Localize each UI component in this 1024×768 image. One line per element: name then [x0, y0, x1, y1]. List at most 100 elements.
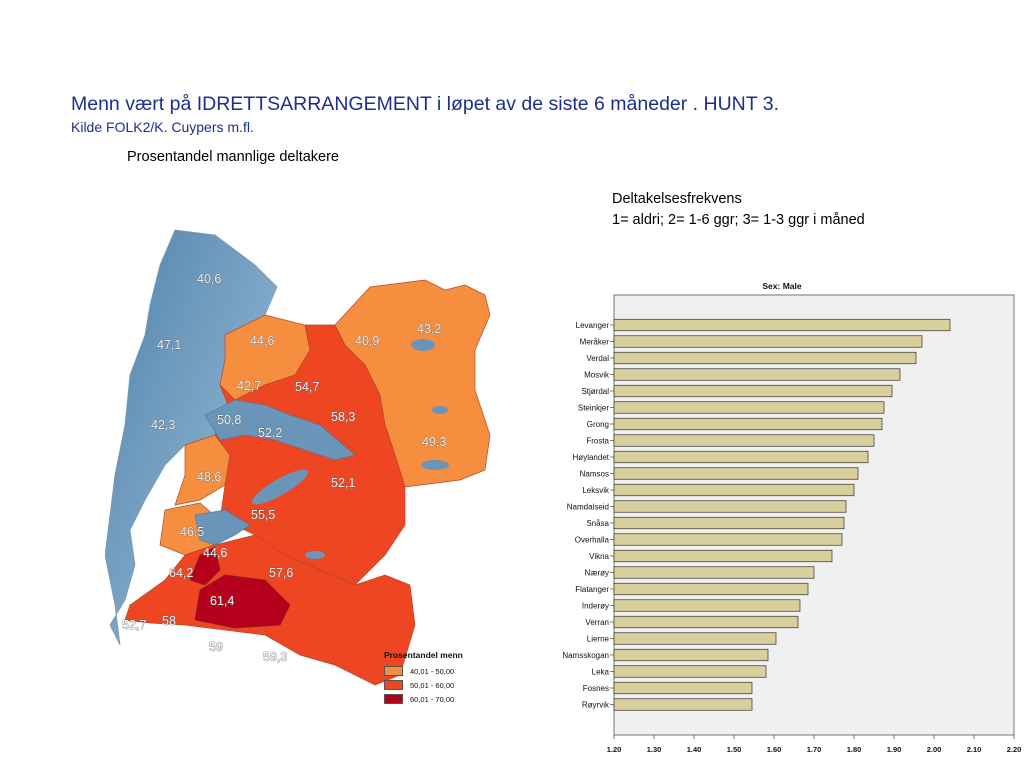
x-tick-label: 1.40 — [687, 745, 702, 754]
legend-swatch — [384, 680, 403, 690]
map-lake — [432, 406, 448, 414]
page-title: Menn vært på IDRETTSARRANGEMENT i løpet … — [71, 93, 779, 115]
x-tick-label: 1.20 — [607, 745, 622, 754]
source-line: Kilde FOLK2/K. Cuypers m.fl. — [71, 119, 254, 135]
map-region-darkred-2 — [194, 574, 291, 629]
map-value-label: 46,5 — [180, 525, 204, 539]
map-value-label: 49,3 — [422, 435, 446, 449]
bar — [613, 599, 801, 612]
x-tick-label: 1.70 — [807, 745, 822, 754]
category-label: Røyrvik — [582, 700, 610, 709]
category-label: Snåsa — [586, 519, 609, 528]
bar — [613, 500, 847, 513]
bar — [613, 417, 883, 431]
plot-area — [613, 294, 1015, 736]
bar — [613, 467, 859, 480]
map-value-label: 54,7 — [295, 380, 319, 394]
x-tick-label: 1.50 — [727, 745, 742, 754]
category-label: Frosta — [586, 436, 609, 445]
map-lake — [252, 469, 308, 505]
x-tick-label: 2.00 — [927, 745, 942, 754]
map-value-label: 50,8 — [217, 413, 241, 427]
x-tick-label: 2.20 — [1007, 745, 1022, 754]
map-value-label: 58 — [162, 614, 176, 628]
map-value-label: 55,5 — [251, 508, 275, 522]
map-value-label: 42,3 — [151, 418, 175, 432]
map-value-label: 44,6 — [250, 334, 274, 348]
legend-swatch — [384, 666, 403, 676]
category-label: Verdal — [586, 354, 609, 363]
map-value-label: 40,9 — [355, 334, 379, 348]
x-tick-label: 2.10 — [967, 745, 982, 754]
map-value-label: 44,6 — [203, 546, 227, 560]
bar — [613, 351, 917, 365]
map-region-darkred-1 — [189, 546, 221, 586]
x-tick-label: 1.30 — [647, 745, 662, 754]
bar — [613, 698, 753, 711]
bar — [613, 648, 769, 662]
x-tick-label: 1.80 — [847, 745, 862, 754]
category-label: Grong — [587, 420, 609, 429]
legend-title: Prosentandel menn — [384, 650, 463, 660]
frequency-bar-chart: Sex: Male 1.20 1.30 1.40 1.50 1.60 1.70 1.80 1.9… — [562, 281, 1022, 754]
map-value-label: 42,7 — [237, 379, 261, 393]
bar — [613, 384, 893, 398]
map-value-label: 64,2 — [169, 566, 193, 580]
map-value-label: 43,2 — [417, 322, 441, 336]
category-label: Meråker — [580, 337, 610, 346]
category-label: Namdalseid — [567, 502, 609, 511]
category-label: Inderøy — [582, 601, 609, 610]
bar — [613, 335, 923, 348]
bar — [613, 665, 767, 678]
map-value-label: 59,3 — [263, 650, 287, 664]
map-value-label: 52,2 — [258, 426, 282, 440]
frequency-caption-line-1: Deltakelsesfrekvens — [612, 191, 742, 207]
map-value-label: 59 — [209, 640, 223, 654]
category-label: Namsos — [580, 469, 609, 478]
map-value-label: 57,6 — [269, 566, 293, 580]
map-value-label: 40,6 — [197, 272, 221, 286]
category-label: Leksvik — [582, 486, 610, 495]
legend-label: 60,01 - 70,00 — [410, 694, 455, 704]
legend-item: 60,01 - 70,00 — [384, 692, 463, 706]
map-value-label: 58,3 — [331, 410, 355, 424]
category-label: Overhalla — [575, 535, 610, 544]
map-fjord-south — [194, 509, 251, 546]
bar — [613, 615, 799, 629]
bar — [613, 401, 885, 414]
category-label: Lierne — [587, 634, 610, 643]
category-label: Mosvik — [584, 370, 610, 379]
bar — [613, 516, 845, 530]
legend-swatch — [384, 694, 403, 704]
legend-item: 50,01 - 60,00 — [384, 678, 463, 692]
category-label: Flatanger — [575, 585, 609, 594]
map-fjord — [204, 399, 356, 461]
bar — [613, 533, 843, 546]
map-lake — [411, 339, 435, 351]
legend-label: 40,01 - 50,00 — [410, 666, 455, 676]
bar — [613, 681, 753, 695]
category-label: Stjørdal — [581, 387, 609, 396]
bar — [613, 450, 869, 464]
map-value-label: 52,7 — [122, 618, 146, 632]
map-lake — [421, 460, 449, 470]
legend-label: 50,01 - 60,00 — [410, 680, 455, 690]
category-label: Steinkjer — [578, 403, 609, 412]
bar — [613, 566, 815, 579]
bar — [613, 632, 777, 645]
map-value-label: 52,1 — [331, 476, 355, 490]
bar — [613, 549, 833, 563]
map-legend: Prosentandel menn 40,01 - 50,00 50,01 - … — [384, 650, 463, 706]
map-value-label: 61,4 — [210, 594, 234, 608]
bar — [613, 368, 901, 381]
map-caption: Prosentandel mannlige deltakere — [127, 149, 339, 165]
category-label: Namsskogan — [562, 651, 609, 660]
map-lake — [305, 551, 325, 559]
municipality-map: 40,6 43,2 47,1 44,6 40,9 42,7 54,7 50,8 … — [105, 229, 491, 686]
category-label: Leka — [592, 667, 610, 676]
category-label: Levanger — [576, 321, 610, 330]
bar — [613, 434, 875, 447]
frequency-caption: Deltakelsesfrekvens 1= aldri; 2= 1-6 ggr… — [612, 189, 865, 231]
map-value-label: 47,1 — [157, 338, 181, 352]
bar — [613, 318, 951, 332]
